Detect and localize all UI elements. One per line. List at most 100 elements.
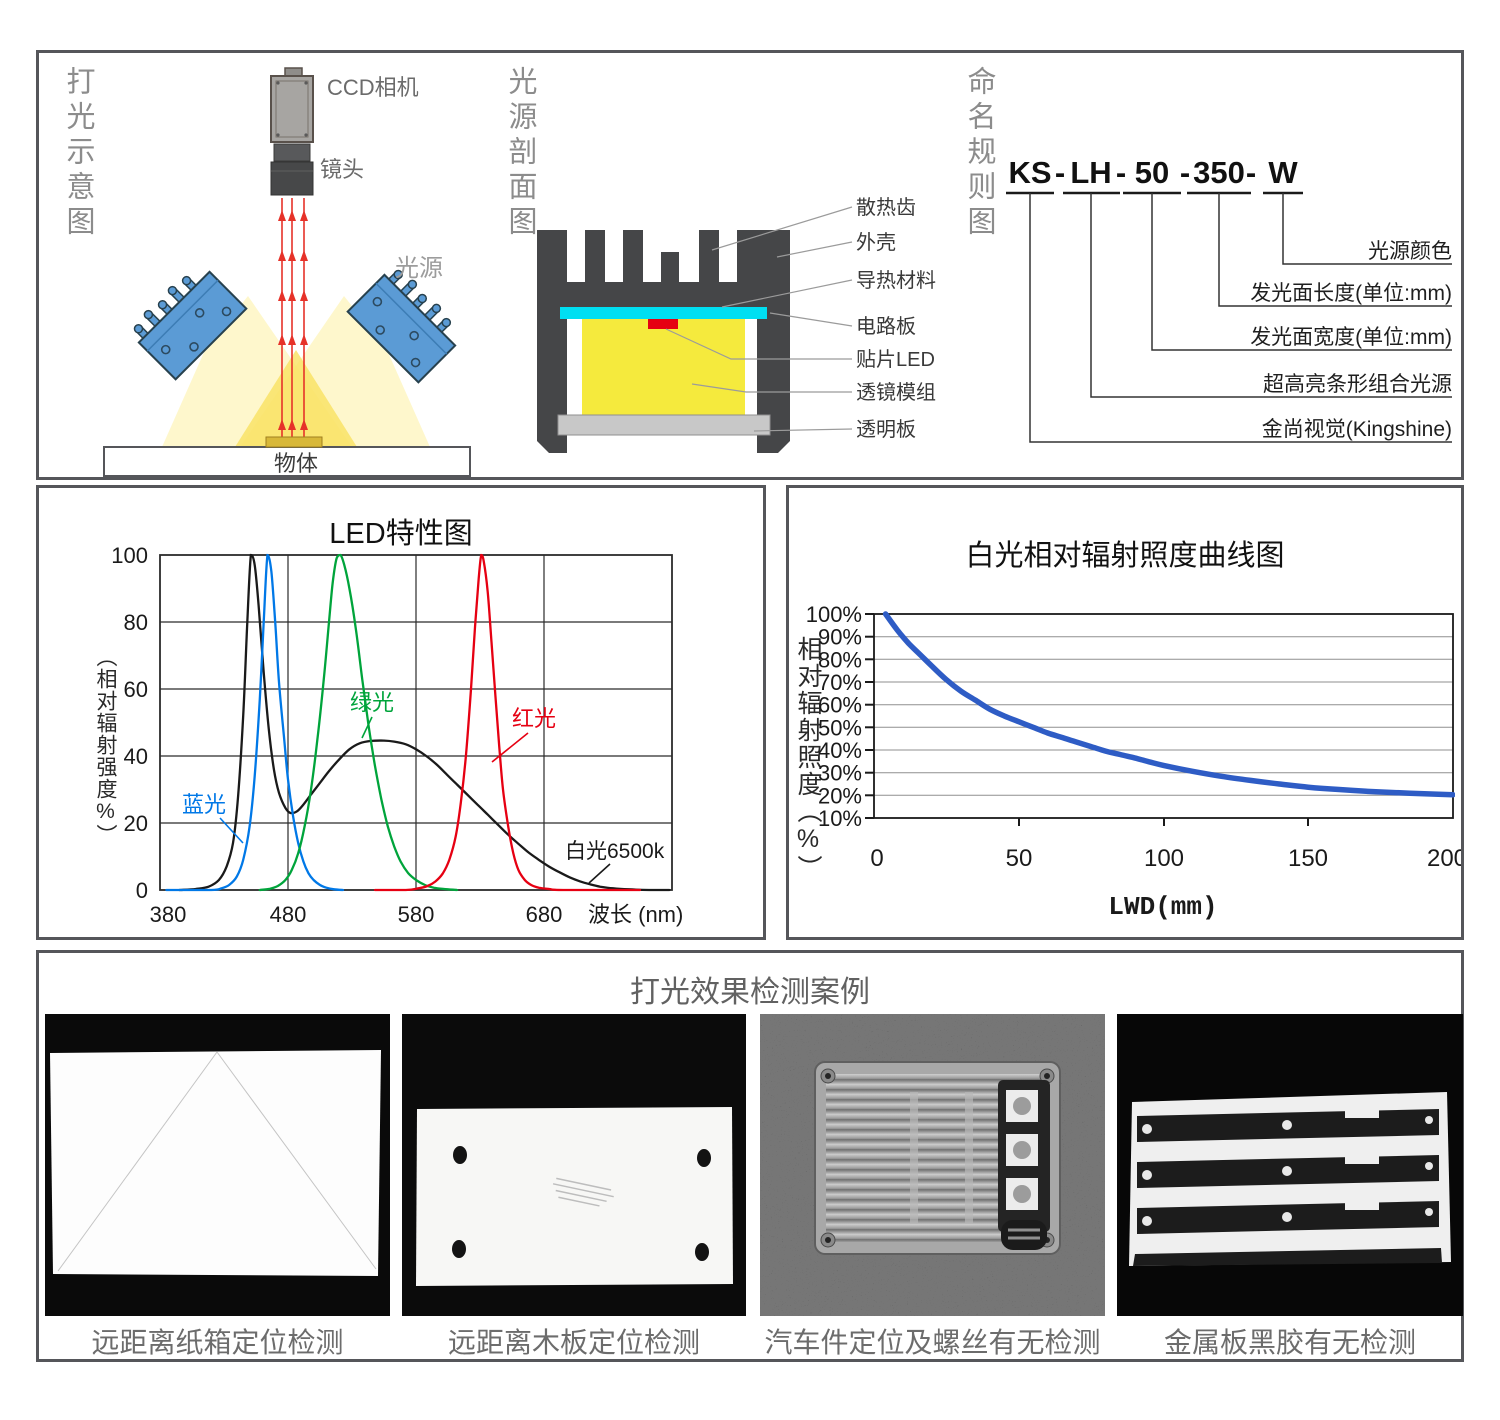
led-ytick-0: 0 bbox=[136, 878, 148, 903]
led-y-axis-label: （相对辐射强度%） bbox=[94, 646, 117, 846]
blue-leader-line bbox=[219, 817, 244, 844]
naming-title: 命名规则图 bbox=[963, 66, 995, 241]
wht-xtick-100: 100 bbox=[1144, 845, 1184, 872]
cross-section-labels: 散热齿 外壳 导热材料 电路板 贴片LED 透镜模组 透明板 bbox=[856, 196, 936, 441]
white-x-tick-labels: 0 50 100 150 200 bbox=[870, 845, 1461, 872]
white-y-tick-labels: 100% 90% 80% 70% 60% 50% 40% 30% 20% 10% bbox=[806, 602, 862, 831]
white-axis-ticks bbox=[865, 613, 1309, 826]
metal-plate-image bbox=[1117, 1014, 1463, 1316]
label-thermal-material: 导热材料 bbox=[856, 269, 936, 292]
cases-title: 打光效果检测案例 bbox=[630, 976, 870, 1009]
curve-white-6500k bbox=[178, 553, 671, 892]
naming-connectors bbox=[1029, 193, 1452, 443]
label-transparent-plate: 透明板 bbox=[856, 418, 916, 441]
label-brand: 金尚视觉(Kingshine) bbox=[1262, 418, 1452, 441]
wht-ytick-10: 10% bbox=[818, 806, 862, 831]
wht-ytick-40: 40% bbox=[818, 738, 862, 763]
bar-light-left-icon bbox=[133, 270, 248, 381]
wht-xtick-50: 50 bbox=[1006, 845, 1033, 872]
white-curve-group bbox=[882, 611, 1455, 798]
green-series-label: 绿光 bbox=[350, 690, 394, 715]
label-lens-module: 透镜模组 bbox=[856, 381, 936, 404]
led-ytick-20: 20 bbox=[124, 811, 148, 836]
curve-green bbox=[258, 553, 459, 892]
object-label: 物体 bbox=[274, 451, 318, 476]
circuit-board bbox=[560, 307, 767, 319]
wht-ytick-50: 50% bbox=[818, 715, 862, 740]
housing-heatsink bbox=[537, 230, 790, 453]
led-x-axis-label: 波长 (nm) bbox=[588, 902, 683, 927]
white-plot-border bbox=[873, 613, 1454, 819]
white-irradiance-chart: 100% 90% 80% 70% 60% 50% 40% 30% 20% 10%… bbox=[806, 602, 1461, 922]
blue-series-label: 蓝光 bbox=[182, 792, 226, 817]
ecu-connector bbox=[998, 1080, 1050, 1250]
wht-xtick-0: 0 bbox=[870, 845, 883, 872]
schematic-title: 打光示意图 bbox=[62, 66, 94, 241]
model-separator: - bbox=[1116, 155, 1126, 190]
case-image-carton bbox=[45, 1014, 390, 1316]
led-x-tick-labels: 380 480 580 680 bbox=[150, 902, 563, 927]
transparent-plate bbox=[557, 414, 771, 436]
lens-module bbox=[582, 319, 745, 415]
board-barcode-mark bbox=[552, 1177, 614, 1207]
model-separator: - bbox=[1180, 155, 1190, 190]
white-y-axis-label: 相对辐射照度（%） bbox=[794, 636, 822, 882]
white-irradiance-panel: 白光相对辐射照度曲线图 相对辐射照度（%） bbox=[786, 485, 1464, 940]
cross-section-title: 光源剖面图 bbox=[504, 66, 536, 241]
wht-ytick-30: 30% bbox=[818, 761, 862, 786]
label-emitting-width: 发光面宽度(单位:mm) bbox=[1250, 326, 1452, 349]
wht-xtick-200: 200 bbox=[1427, 845, 1461, 872]
top-panel: 打光示意图 光源剖面图 命名规则图 bbox=[36, 50, 1464, 480]
led-ytick-40: 40 bbox=[124, 744, 148, 769]
naming-rules-diagram: KS - LH - 50 - 350 - W bbox=[1006, 155, 1452, 443]
camera-rays bbox=[281, 198, 305, 437]
smd-led bbox=[648, 319, 678, 329]
carton-fold-lines bbox=[57, 1051, 377, 1272]
lens-icon bbox=[270, 143, 314, 196]
model-code: KS - LH - 50 - 350 - W bbox=[1008, 155, 1298, 190]
red-series-label: 红光 bbox=[512, 706, 556, 731]
led-chart-title: LED特性图 bbox=[329, 518, 473, 550]
case-caption-3: 汽车件定位及螺丝有无检测 bbox=[764, 1327, 1101, 1358]
green-leader-line bbox=[361, 716, 373, 739]
model-segment-50: 50 bbox=[1135, 155, 1169, 190]
led-chart: 蓝光 绿光 红光 白光6500k 0 20 40 60 80 100 380 4… bbox=[111, 543, 683, 927]
carton-surface bbox=[50, 1050, 381, 1276]
led-xtick-380: 380 bbox=[150, 902, 187, 927]
white-series-label: 白光6500k bbox=[565, 840, 665, 863]
label-emitting-length: 发光面长度(单位:mm) bbox=[1250, 282, 1452, 305]
led-series-leaders bbox=[219, 716, 611, 884]
led-ytick-80: 80 bbox=[124, 610, 148, 635]
white-x-axis-label: LWD(mm) bbox=[1108, 892, 1217, 922]
led-xtick-680: 680 bbox=[526, 902, 563, 927]
wht-xtick-150: 150 bbox=[1288, 845, 1328, 872]
case-image-board bbox=[402, 1014, 746, 1316]
case-caption-1: 远距离纸箱定位检测 bbox=[91, 1327, 344, 1358]
wht-ytick-80: 80% bbox=[818, 647, 862, 672]
strip-holes bbox=[1142, 1116, 1433, 1226]
light-source-label: 光源 bbox=[395, 255, 443, 282]
light-beam-overlap bbox=[235, 350, 357, 447]
label-housing: 外壳 bbox=[856, 231, 896, 254]
label-heatsink-fins: 散热齿 bbox=[856, 196, 916, 219]
led-series-labels: 蓝光 绿光 红光 白光6500k bbox=[182, 690, 665, 863]
led-xtick-580: 580 bbox=[398, 902, 435, 927]
label-smd-led: 贴片LED bbox=[856, 348, 935, 371]
label-circuit-board: 电路板 bbox=[856, 315, 916, 338]
led-gridlines bbox=[160, 555, 672, 890]
board-image bbox=[402, 1014, 746, 1316]
white-gridlines bbox=[874, 636, 1453, 796]
cross-section-diagram: 散热齿 外壳 导热材料 电路板 贴片LED 透镜模组 透明板 bbox=[537, 196, 936, 453]
case-image-metal-plate bbox=[1117, 1014, 1463, 1316]
object-slab bbox=[265, 436, 323, 448]
red-leader-line bbox=[491, 732, 529, 763]
led-xtick-480: 480 bbox=[270, 902, 307, 927]
case-caption-2: 远距离木板定位检测 bbox=[447, 1327, 700, 1358]
board-holes bbox=[452, 1146, 711, 1261]
model-segment-350: 350 bbox=[1193, 155, 1245, 190]
model-segment-w: W bbox=[1268, 155, 1298, 190]
camera-label: CCD相机 bbox=[327, 75, 419, 100]
led-chart-panel: LED特性图 （相对辐射强度%） bbox=[36, 485, 766, 940]
ccd-camera-icon bbox=[270, 67, 314, 143]
